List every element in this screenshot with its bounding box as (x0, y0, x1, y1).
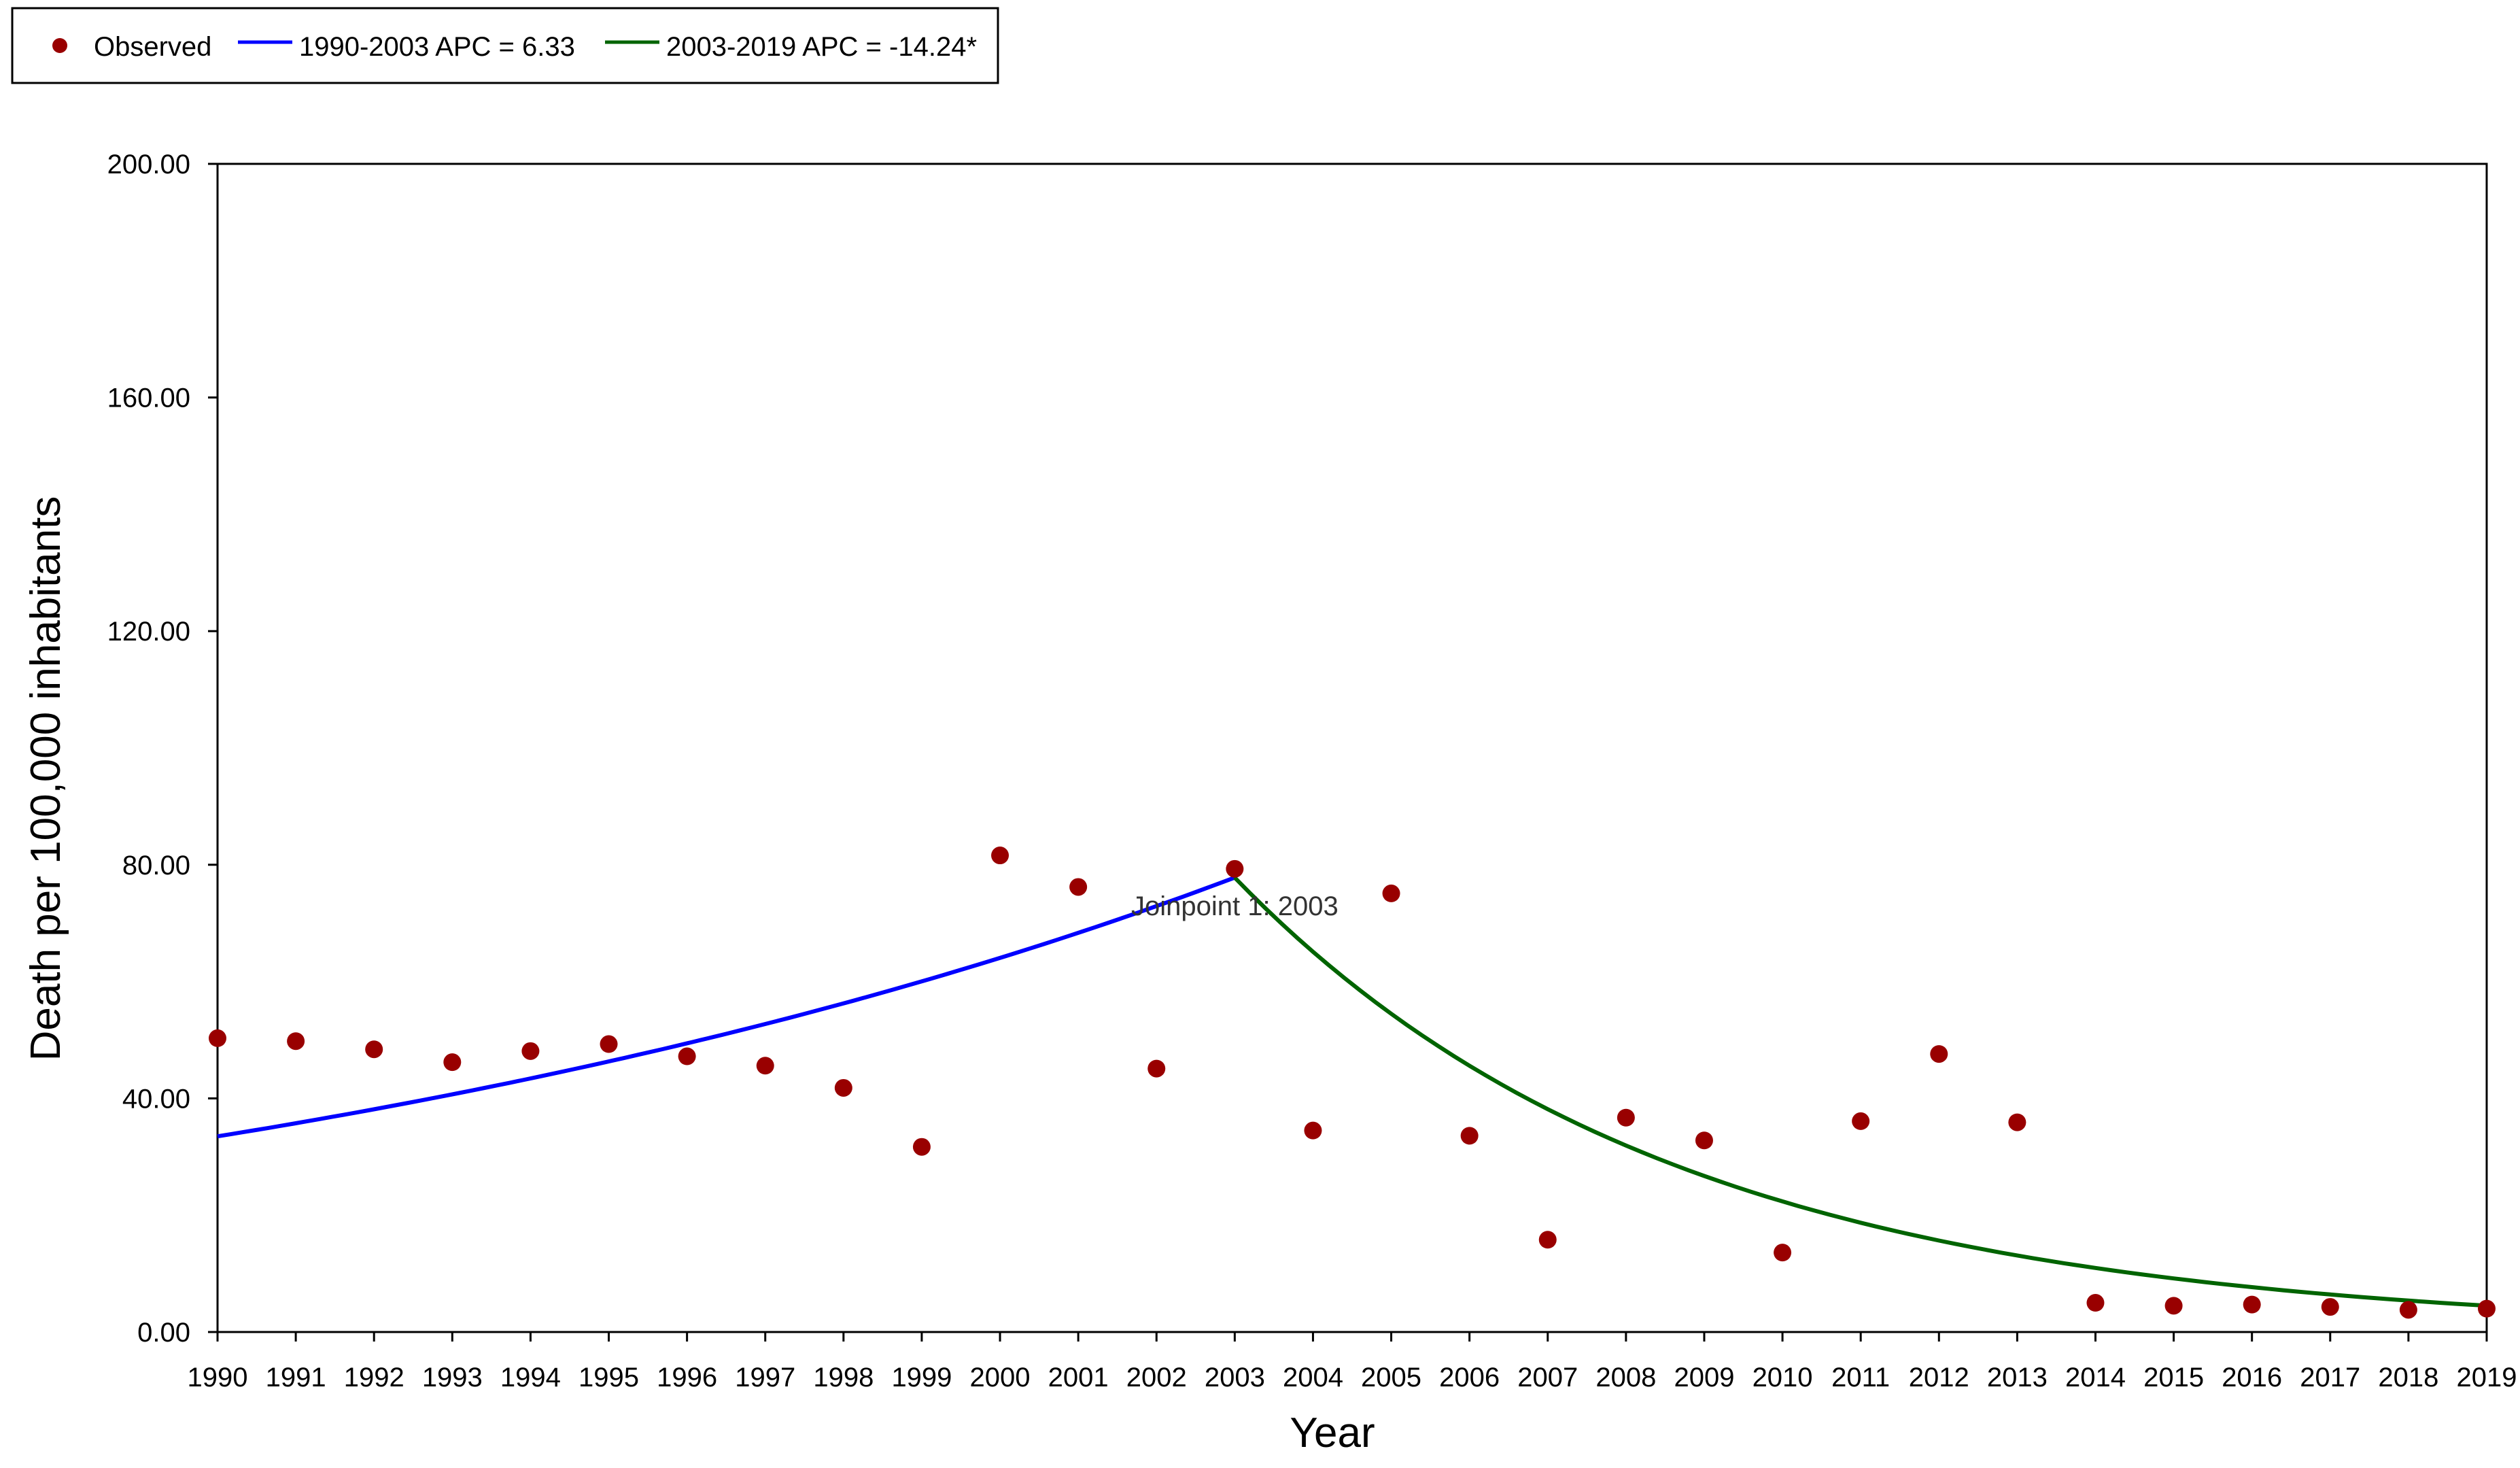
x-tick-label: 1991 (266, 1363, 326, 1393)
observed-point (1069, 878, 1088, 896)
y-tick-label: 80.00 (122, 851, 190, 881)
observed-point (912, 1138, 931, 1156)
observed-point (1304, 1121, 1322, 1140)
observed-point (1460, 1127, 1479, 1145)
x-tick-label: 2012 (1909, 1363, 1969, 1393)
observed-point (1617, 1108, 1635, 1127)
x-tick-label: 2006 (1439, 1363, 1500, 1393)
legend: Observed 1990-2003 APC = 6.33 2003-2019 … (11, 7, 999, 84)
x-tick-label: 2009 (1674, 1363, 1734, 1393)
observed-point (1930, 1045, 1948, 1063)
segment-line-1 (217, 875, 1236, 1139)
y-tick-label: 40.00 (122, 1084, 190, 1114)
observed-point (600, 1035, 618, 1053)
plot-area (216, 163, 2488, 1333)
observed-point (678, 1047, 696, 1065)
y-axis: 0.00 40.00 80.00 120.00 160.00 200.00 (107, 150, 218, 1348)
observed-point (2086, 1294, 2105, 1312)
x-tick-label: 1995 (579, 1363, 639, 1393)
legend-segment1-label: 1990-2003 APC = 6.33 (299, 32, 575, 62)
x-tick-label: 1997 (735, 1363, 795, 1393)
observed-point (365, 1040, 383, 1059)
x-axis: 1990 1991 1992 1993 1994 1995 1996 1997 1998 1999… (188, 1332, 2517, 1393)
y-tick-label: 200.00 (107, 150, 190, 180)
x-tick-label: 1999 (891, 1363, 952, 1393)
x-tick-label: 2015 (2143, 1363, 2204, 1393)
y-tick-label: 120.00 (107, 617, 190, 647)
segment-line-2 (1233, 876, 2487, 1308)
x-tick-label: 2017 (2300, 1363, 2360, 1393)
annotations: Joinpoint 1: 2003 (1131, 891, 1339, 921)
y-tick-label: 160.00 (107, 383, 190, 413)
x-tick-label: 1996 (657, 1363, 717, 1393)
observed-point (834, 1078, 852, 1097)
observed-points (209, 847, 2496, 1319)
x-tick-label: 2014 (2065, 1363, 2126, 1393)
x-tick-label: 2003 (1205, 1363, 1265, 1393)
x-tick-label: 2000 (970, 1363, 1031, 1393)
observed-point (443, 1053, 462, 1072)
observed-point (2478, 1299, 2496, 1318)
legend-segment2-label: 2003-2019 APC = -14.24* (666, 32, 977, 62)
x-tick-label: 2019 (2457, 1363, 2517, 1393)
x-tick-label: 1994 (500, 1363, 561, 1393)
joinpoint-annotation: Joinpoint 1: 2003 (1131, 891, 1339, 921)
observed-point (2164, 1297, 2183, 1315)
observed-point (2399, 1301, 2417, 1319)
observed-point (287, 1032, 305, 1051)
observed-point (1774, 1244, 1792, 1262)
x-tick-label: 2010 (1753, 1363, 1813, 1393)
legend-observed-label: Observed (94, 32, 211, 62)
x-axis-title: Year (1290, 1410, 1375, 1456)
x-tick-label: 2011 (1831, 1363, 1890, 1393)
observed-point (209, 1029, 226, 1047)
x-tick-label: 2018 (2378, 1363, 2438, 1393)
y-axis-title: Death per 100,000 inhabitants (22, 496, 69, 1061)
x-tick-label: 2007 (1517, 1363, 1578, 1393)
observed-point (521, 1042, 540, 1060)
legend-box (11, 7, 999, 84)
observed-point (2008, 1113, 2026, 1131)
y-tick-label: 0.00 (137, 1318, 190, 1348)
observed-point (2243, 1295, 2261, 1314)
observed-point (1538, 1231, 1557, 1249)
x-tick-label: 2002 (1126, 1363, 1187, 1393)
observed-point (1147, 1059, 1166, 1078)
x-tick-label: 2001 (1048, 1363, 1109, 1393)
x-tick-label: 1998 (813, 1363, 874, 1393)
observed-point (756, 1057, 774, 1075)
legend-observed-marker (52, 38, 67, 53)
observed-point (1695, 1131, 1713, 1150)
x-tick-label: 2004 (1283, 1363, 1343, 1393)
x-tick-label: 2013 (1987, 1363, 2048, 1393)
x-tick-label: 2016 (2222, 1363, 2282, 1393)
observed-point (2321, 1298, 2339, 1316)
x-tick-label: 1992 (344, 1363, 404, 1393)
observed-point (1226, 859, 1244, 878)
fitted-segments (217, 875, 2487, 1308)
observed-point (1382, 884, 1400, 902)
x-tick-label: 1990 (188, 1363, 248, 1393)
x-tick-label: 2005 (1361, 1363, 1421, 1393)
x-tick-label: 1993 (422, 1363, 483, 1393)
x-tick-label: 2008 (1595, 1363, 1656, 1393)
observed-point (991, 847, 1009, 865)
observed-point (1852, 1112, 1870, 1130)
